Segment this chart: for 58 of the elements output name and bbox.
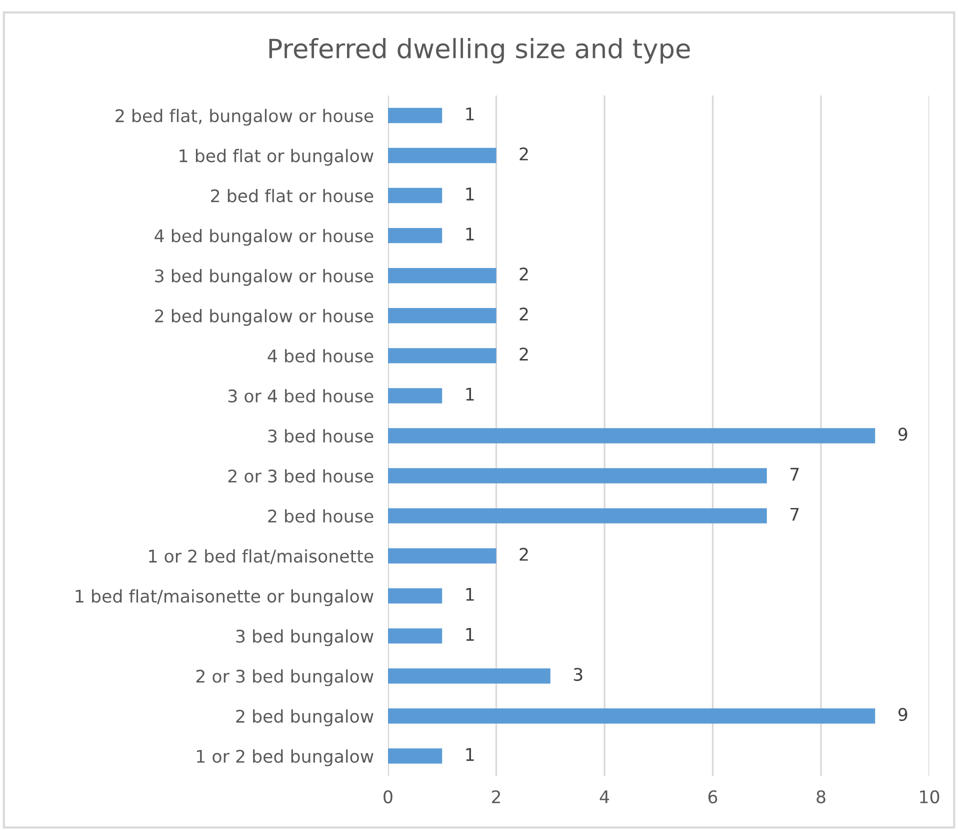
bar (388, 268, 496, 284)
bar (388, 548, 496, 564)
bar (388, 188, 442, 204)
y-tick-label: 2 bed bungalow or house (155, 309, 374, 326)
bar (388, 508, 767, 524)
bar (388, 708, 876, 724)
bar (388, 588, 442, 604)
data-label: 3 (574, 668, 582, 681)
data-label: 7 (790, 468, 799, 481)
bar (388, 228, 442, 244)
data-label: 1 (466, 228, 474, 240)
y-tick-label: 2 or 3 bed bungalow (196, 669, 374, 686)
data-label: 2 (520, 147, 528, 160)
x-tick-label: 8 (816, 790, 826, 804)
y-tick-label: 1 bed flat or bungalow (180, 148, 374, 166)
y-tick-label: 2 or 3 bed house (228, 469, 374, 483)
data-label: 2 (520, 308, 528, 320)
data-label: 2 (520, 548, 528, 561)
y-tick-label: 4 bed house (268, 349, 374, 363)
bar (388, 388, 442, 404)
data-label: 1 (466, 628, 474, 641)
y-tick-label: 2 bed flat, bungalow or house (116, 108, 374, 126)
y-tick-label: 1 or 2 bed bungalow (197, 749, 374, 766)
y-tick-label: 1 or 2 bed flat/maisonette (149, 549, 374, 564)
data-label: 1 (466, 588, 474, 601)
bar (388, 668, 550, 684)
bar (388, 468, 767, 484)
bar (388, 108, 442, 124)
data-label: 2 (520, 348, 528, 360)
bar (388, 308, 496, 324)
data-label: 7 (790, 508, 799, 521)
bar (388, 748, 442, 764)
y-tick-label: 3 or 4 bed house (228, 389, 374, 403)
x-tick-label: 6 (708, 790, 718, 804)
y-tick-label: 2 bed house (268, 509, 374, 523)
bar (388, 348, 496, 364)
data-label: 2 (520, 268, 528, 280)
data-label: 9 (898, 708, 908, 722)
data-label: 9 (898, 428, 908, 441)
y-tick-label: 3 bed bungalow or house (155, 269, 374, 286)
bar (388, 628, 442, 644)
data-label: 1 (466, 748, 474, 761)
y-tick-label: 4 bed bungalow or house (154, 228, 374, 246)
x-tick-label: 0 (384, 790, 392, 804)
data-label: 1 (466, 108, 474, 120)
chart-title: Preferred dwelling size and type (269, 38, 690, 64)
data-label: 1 (466, 188, 474, 200)
y-tick-label: 3 bed house (268, 429, 374, 443)
bar (388, 428, 876, 444)
x-tick-label: 4 (600, 790, 610, 804)
x-tick-label: 10 (920, 790, 940, 804)
x-tick-label: 2 (492, 790, 500, 804)
y-tick-label: 2 bed flat or house (211, 188, 374, 202)
bar (388, 148, 496, 164)
y-tick-label: 3 bed bungalow (236, 629, 374, 646)
data-label: 1 (466, 388, 474, 401)
y-tick-label: 2 bed bungalow (236, 709, 374, 726)
y-tick-label: 1 bed flat/maisonette or bungalow (76, 589, 374, 606)
